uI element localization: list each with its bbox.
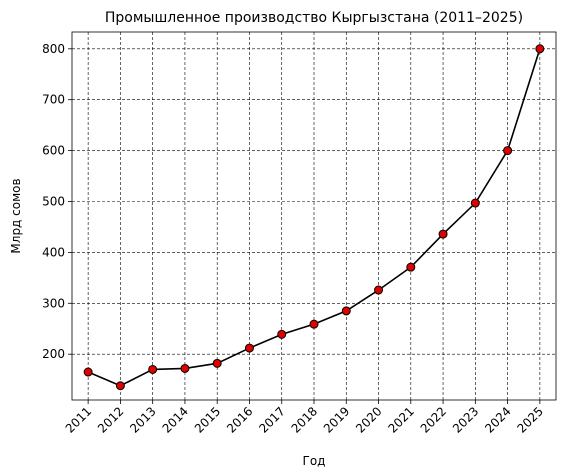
x-tick-label: 2023 bbox=[450, 404, 481, 435]
marker bbox=[115, 381, 125, 391]
marker bbox=[406, 262, 416, 272]
x-tick-label: 2013 bbox=[127, 404, 158, 435]
y-tick-label: 800 bbox=[42, 42, 65, 56]
marker bbox=[244, 343, 254, 353]
marker bbox=[535, 44, 545, 54]
x-tick-label: 2012 bbox=[95, 404, 126, 435]
x-tick-label: 2019 bbox=[321, 404, 352, 435]
y-tick-label: 200 bbox=[42, 347, 65, 361]
x-axis-label: Год bbox=[303, 454, 326, 468]
x-tick-label: 2015 bbox=[192, 404, 223, 435]
marker bbox=[212, 358, 222, 368]
marker bbox=[470, 198, 480, 208]
y-tick-label: 400 bbox=[42, 245, 65, 259]
chart-title: Промышленное производство Кыргызстана (2… bbox=[105, 10, 523, 26]
plot-frame bbox=[71, 31, 557, 401]
x-tick-label: 2017 bbox=[256, 404, 287, 435]
x-tick-label: 2025 bbox=[514, 404, 545, 435]
marker bbox=[341, 306, 351, 316]
marker bbox=[438, 229, 448, 239]
marker bbox=[277, 329, 287, 339]
x-tick-label: 2011 bbox=[63, 404, 94, 435]
marker bbox=[374, 285, 384, 295]
y-tick-label: 700 bbox=[42, 93, 65, 107]
x-tick-label: 2020 bbox=[353, 404, 384, 435]
x-tick-label: 2024 bbox=[482, 404, 513, 435]
x-tick-label: 2016 bbox=[224, 404, 255, 435]
marker bbox=[83, 367, 93, 377]
marker bbox=[503, 146, 513, 156]
y-tick-label: 500 bbox=[42, 194, 65, 208]
y-tick-label: 300 bbox=[42, 296, 65, 310]
marker bbox=[309, 319, 319, 329]
x-tick-label: 2014 bbox=[160, 404, 191, 435]
marker bbox=[148, 364, 158, 374]
x-tick-label: 2022 bbox=[418, 404, 449, 435]
marker bbox=[180, 363, 190, 373]
y-axis-label: Млрд сомов bbox=[9, 178, 23, 253]
x-tick-label: 2021 bbox=[385, 404, 416, 435]
x-tick-label: 2018 bbox=[289, 404, 320, 435]
y-tick-label: 600 bbox=[42, 144, 65, 158]
